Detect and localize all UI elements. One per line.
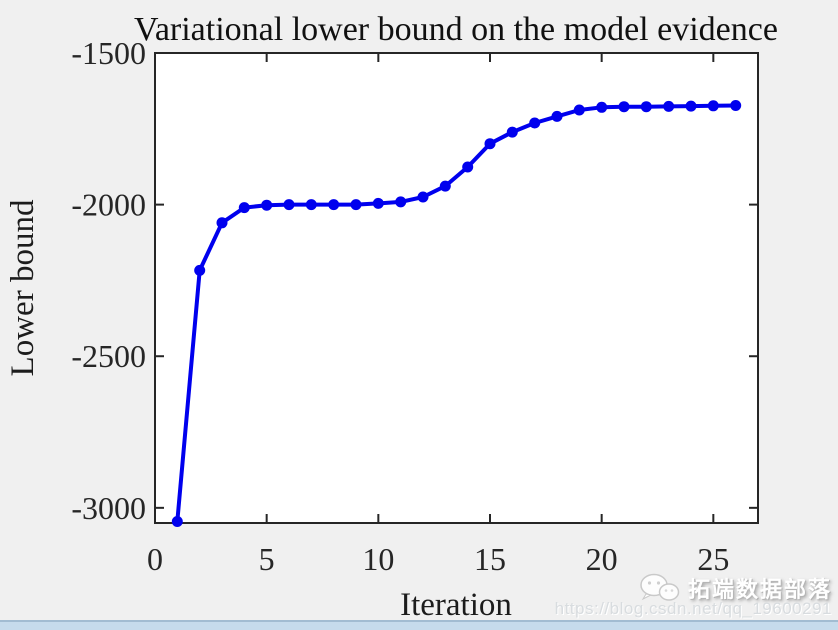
x-tick-label: 0 <box>147 541 163 577</box>
data-point-marker <box>663 100 675 112</box>
data-point-marker <box>707 100 719 112</box>
data-point-marker <box>216 217 228 229</box>
data-point-marker <box>618 101 630 113</box>
data-point-marker <box>596 101 608 113</box>
data-point-marker <box>529 117 541 129</box>
y-tick-label: -2000 <box>71 187 146 223</box>
data-point-marker <box>685 100 697 112</box>
data-point-marker <box>439 180 451 192</box>
data-point-marker <box>283 199 295 211</box>
data-point-marker <box>640 101 652 113</box>
data-point-marker <box>573 104 585 116</box>
data-point-marker <box>328 199 340 211</box>
data-point-marker <box>194 264 206 276</box>
data-point-marker <box>261 199 273 211</box>
data-point-marker <box>551 110 563 122</box>
data-point-marker <box>730 100 742 111</box>
bottom-accent-bar <box>0 620 838 630</box>
x-tick-label: 25 <box>697 541 729 577</box>
y-tick-label: -2500 <box>71 338 146 374</box>
axis-ticks <box>154 52 758 523</box>
x-axis-label: Iteration <box>400 587 512 623</box>
data-point-marker <box>462 161 474 173</box>
data-point-marker <box>417 191 429 203</box>
axis-tick-labels: 0 5 10 15 20 25 -3000 -2500 -2000 -1500 <box>71 35 729 577</box>
y-tick-label: -1500 <box>71 35 146 71</box>
data-point-marker <box>372 197 384 209</box>
lower-bound-series <box>171 100 742 527</box>
y-axis-label: Lower bound <box>5 199 41 376</box>
data-point-marker <box>350 199 362 211</box>
data-point-marker <box>506 126 518 138</box>
x-tick-label: 15 <box>474 541 506 577</box>
data-point-marker <box>484 138 496 150</box>
x-tick-label: 5 <box>259 541 275 577</box>
x-tick-label: 20 <box>586 541 618 577</box>
plot-area <box>154 52 759 524</box>
chart-title: Variational lower bound on the model evi… <box>134 11 778 48</box>
data-point-marker <box>238 202 250 214</box>
data-point-marker <box>171 516 183 527</box>
data-point-marker <box>395 196 407 208</box>
y-tick-label: -3000 <box>71 490 146 526</box>
data-point-marker <box>305 199 317 211</box>
x-tick-label: 10 <box>362 541 394 577</box>
